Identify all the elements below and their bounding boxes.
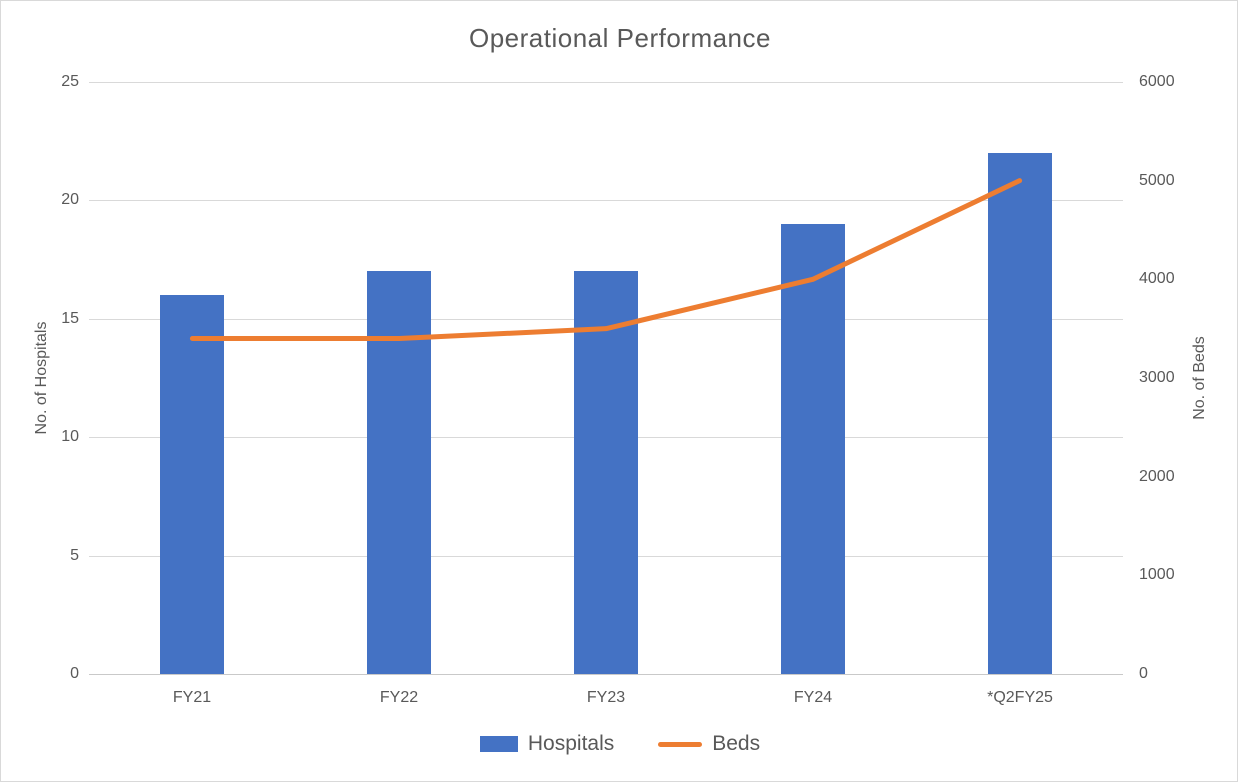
x-label-*Q2FY25: *Q2FY25: [987, 689, 1053, 706]
legend-swatch-hospitals[interactable]: [479, 736, 518, 752]
right-axis-tick-0: 0: [1139, 665, 1148, 682]
x-label-FY21: FY21: [172, 689, 212, 706]
x-label-FY24: FY24: [793, 689, 833, 706]
right-axis-tick-6000: 6000: [1139, 73, 1175, 90]
right-axis-tick-3000: 3000: [1139, 369, 1175, 386]
x-axis-line: [89, 674, 1123, 675]
left-axis-tick-10: 10: [61, 428, 79, 445]
beds-line[interactable]: [189, 178, 1023, 342]
left-axis-tick-20: 20: [61, 191, 79, 208]
legend-label-hospitals: Hospitals: [527, 732, 615, 755]
legend: Hospitals Beds: [1, 732, 1237, 756]
beds-line-series[interactable]: [89, 82, 1123, 674]
bar-FY21[interactable]: [160, 295, 224, 674]
bar-FY23[interactable]: [574, 271, 638, 674]
right-axis-tick-1000: 1000: [1139, 566, 1175, 583]
left-axis-tick-25: 25: [61, 73, 79, 90]
gridline: [89, 200, 1123, 201]
right-axis-tick-5000: 5000: [1139, 172, 1175, 189]
chart-title: Operational Performance: [469, 23, 771, 53]
bar-FY24[interactable]: [781, 224, 845, 674]
legend-swatch-beds[interactable]: [658, 741, 703, 747]
x-label-FY22: FY22: [379, 689, 419, 706]
left-axis-tick-0: 0: [70, 665, 79, 682]
right-axis-tick-4000: 4000: [1139, 270, 1175, 287]
x-label-FY23: FY23: [586, 689, 626, 706]
left-axis-tick-15: 15: [61, 310, 79, 327]
legend-label-beds: Beds: [712, 732, 761, 755]
right-axis-tick-2000: 2000: [1139, 468, 1175, 485]
right-axis-title: No. of Beds: [1191, 336, 1208, 420]
bar-*Q2FY25[interactable]: [988, 153, 1052, 674]
left-axis-tick-5: 5: [70, 547, 79, 564]
gridline: [89, 82, 1123, 83]
left-axis-title: No. of Hospitals: [33, 321, 50, 435]
